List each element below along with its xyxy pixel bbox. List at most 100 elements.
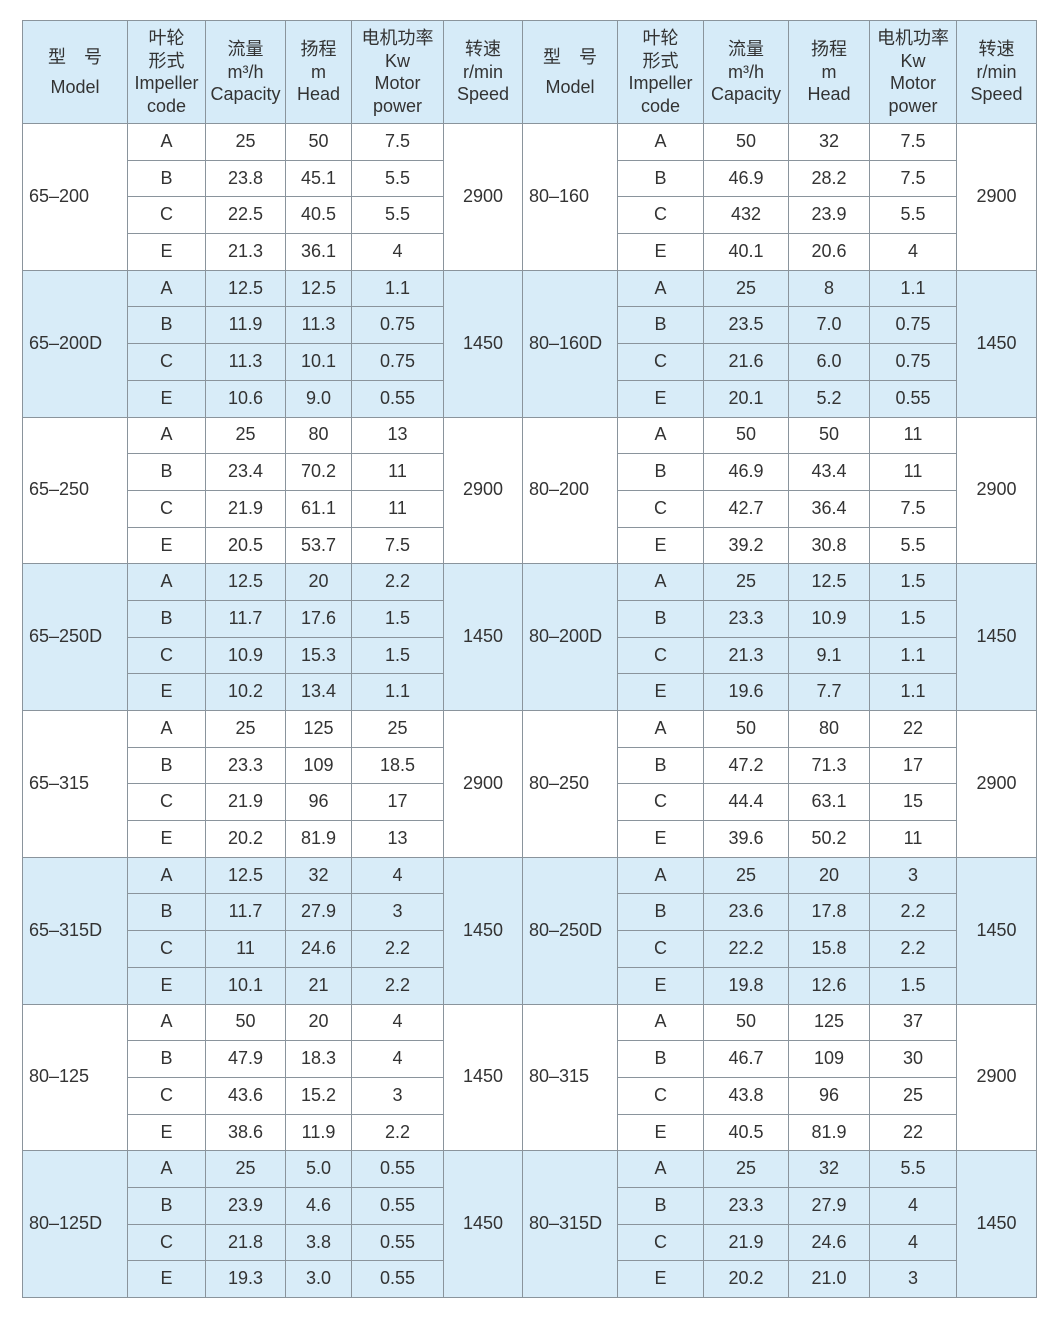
- motor-power-cell: 0.55: [351, 1186, 444, 1225]
- motor-power-cell: 13: [351, 416, 444, 455]
- header-head: 扬程 m Head: [788, 20, 870, 124]
- header-line: 扬程: [300, 39, 337, 60]
- impeller-code-cell: B: [127, 159, 206, 198]
- speed-cell: 1450: [956, 269, 1037, 418]
- motor-power-cell: 15: [869, 783, 957, 822]
- impeller-code-cell: E: [127, 379, 206, 418]
- table-row: C 21.9 96 17 C 44.4 63.1 15: [23, 783, 1037, 822]
- header-line: 转速: [978, 39, 1015, 60]
- capacity-cell: 43.8: [703, 1076, 789, 1115]
- head-cell: 10.1: [285, 343, 352, 381]
- motor-power-cell: 7.5: [869, 123, 957, 161]
- model-cell: 65–315D: [22, 856, 128, 1005]
- capacity-cell: 10.6: [205, 379, 286, 418]
- impeller-code-cell: B: [617, 1040, 704, 1078]
- impeller-code-cell: E: [617, 1260, 704, 1298]
- motor-power-cell: 3: [869, 856, 957, 895]
- motor-power-cell: 17: [351, 783, 444, 822]
- header-head: 扬程 m Head: [285, 20, 352, 124]
- model-cell: 80–125: [22, 1003, 128, 1152]
- head-cell: 9.1: [788, 636, 870, 675]
- motor-power-cell: 22: [869, 1113, 957, 1152]
- motor-power-cell: 0.55: [869, 379, 957, 418]
- motor-power-cell: 22: [869, 710, 957, 748]
- table-row: E 38.6 11.9 2.2 E 40.5 81.9 22: [23, 1113, 1037, 1152]
- table-row: C 22.5 40.5 5.5 C 432 23.9 5.5: [23, 196, 1037, 235]
- table-row: C 11 24.6 2.2 C 22.2 15.8 2.2: [23, 930, 1037, 968]
- motor-power-cell: 0.75: [351, 343, 444, 381]
- header-line: m: [311, 61, 326, 82]
- impeller-code-cell: E: [127, 233, 206, 271]
- motor-power-cell: 5.5: [351, 159, 444, 198]
- impeller-code-cell: A: [127, 416, 206, 455]
- capacity-cell: 19.6: [703, 673, 789, 711]
- capacity-cell: 44.4: [703, 783, 789, 822]
- capacity-cell: 50: [703, 1003, 789, 1042]
- capacity-cell: 25: [205, 416, 286, 455]
- head-cell: 12.6: [788, 966, 870, 1005]
- capacity-cell: 22.5: [205, 196, 286, 235]
- impeller-code-cell: B: [127, 746, 206, 785]
- motor-power-cell: 13: [351, 820, 444, 858]
- table-row: 65–200D A 12.5 12.5 1.1 1450 80–160D A 25 8 1.1 145…: [22, 269, 1037, 418]
- capacity-cell: 25: [205, 710, 286, 748]
- head-cell: 9.0: [285, 379, 352, 418]
- model-cell: 65–200D: [22, 269, 128, 418]
- impeller-code-cell: A: [617, 563, 704, 601]
- motor-power-cell: 30: [869, 1040, 957, 1078]
- impeller-code-cell: C: [127, 343, 206, 381]
- capacity-cell: 21.9: [205, 783, 286, 822]
- speed-cell: 2900: [956, 123, 1037, 271]
- impeller-code-cell: E: [617, 820, 704, 858]
- head-cell: 15.8: [788, 930, 870, 968]
- impeller-code-cell: A: [617, 856, 704, 895]
- head-cell: 21.0: [788, 1260, 870, 1298]
- impeller-code-cell: C: [617, 636, 704, 675]
- head-cell: 8: [788, 269, 870, 308]
- impeller-code-cell: C: [617, 343, 704, 381]
- impeller-code-cell: A: [127, 269, 206, 308]
- impeller-code-cell: A: [617, 1003, 704, 1042]
- motor-power-cell: 1.5: [351, 599, 444, 638]
- head-cell: 96: [285, 783, 352, 822]
- impeller-code-cell: C: [617, 196, 704, 235]
- motor-power-cell: 1.1: [869, 673, 957, 711]
- table-row: E 10.6 9.0 0.55 E 20.1 5.2 0.55: [23, 379, 1037, 418]
- speed-cell: 1450: [956, 1150, 1037, 1298]
- model-cell: 80–315D: [522, 1150, 618, 1298]
- motor-power-cell: 4: [869, 1223, 957, 1262]
- motor-power-cell: 3: [869, 1260, 957, 1298]
- capacity-cell: 20.2: [205, 820, 286, 858]
- capacity-cell: 25: [205, 123, 286, 161]
- impeller-code-cell: C: [617, 930, 704, 968]
- header-impeller-code: 叶轮 形式 Impeller code: [617, 20, 704, 124]
- table-row: B 23.9 4.6 0.55 B 23.3 27.9 4: [23, 1186, 1037, 1225]
- capacity-cell: 46.9: [703, 159, 789, 198]
- head-cell: 43.4: [788, 453, 870, 491]
- capacity-cell: 50: [703, 710, 789, 748]
- model-cell: 80–250D: [522, 856, 618, 1005]
- header-line: Capacity: [710, 84, 782, 105]
- head-cell: 23.9: [788, 196, 870, 235]
- head-cell: 24.6: [788, 1223, 870, 1262]
- header-line: 型 号: [48, 46, 102, 67]
- header-model: 型 号 Model: [522, 20, 618, 124]
- head-cell: 81.9: [285, 820, 352, 858]
- head-cell: 30.8: [788, 526, 870, 565]
- motor-power-cell: 1.1: [351, 673, 444, 711]
- impeller-code-cell: E: [127, 966, 206, 1005]
- impeller-code-cell: E: [127, 1260, 206, 1298]
- motor-power-cell: 5.5: [351, 196, 444, 235]
- model-cell: 65–315: [22, 710, 128, 858]
- head-cell: 61.1: [285, 489, 352, 528]
- head-cell: 13.4: [285, 673, 352, 711]
- capacity-cell: 39.6: [703, 820, 789, 858]
- capacity-cell: 21.6: [703, 343, 789, 381]
- impeller-code-cell: A: [127, 563, 206, 601]
- header-line: Kw: [900, 50, 926, 71]
- table-row: E 19.3 3.0 0.55 E 20.2 21.0 3: [23, 1260, 1037, 1298]
- motor-power-cell: 17: [869, 746, 957, 785]
- speed-cell: 1450: [443, 563, 523, 711]
- impeller-code-cell: C: [127, 636, 206, 675]
- capacity-cell: 11.7: [205, 893, 286, 932]
